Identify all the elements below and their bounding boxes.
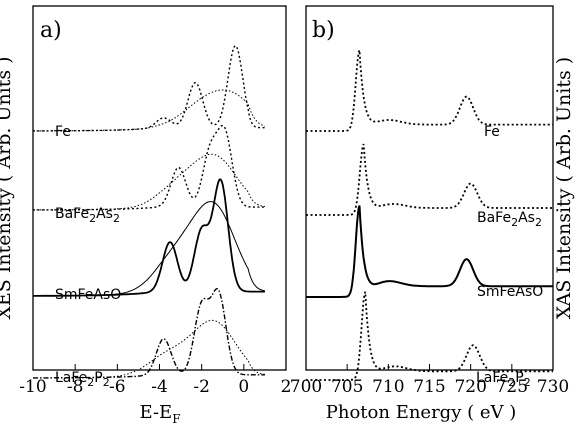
panel-b-label-part: P (515, 370, 523, 386)
xes-calculated-2 (33, 201, 265, 297)
panel-b-ylabel: XAS Intensity ( Arb. Units ) (553, 57, 575, 319)
panel-a-tick-label: -2 (193, 377, 210, 397)
panel-b-series-label: Fe (484, 124, 500, 140)
panel-a-label-part: BaFe (55, 206, 89, 222)
panel-a-label-part: 2 (113, 212, 120, 225)
xes-measured-1 (33, 124, 265, 211)
panel-a-tick-label: 0 (238, 377, 249, 397)
panel-a-tick-label: -8 (67, 377, 84, 397)
panel-a: a) XES Intensity ( Arb. Units ) E-EF -10… (0, 5, 291, 426)
panel-a-series-label: LaFe2P2 (55, 370, 110, 389)
panel-b-label-part: As (518, 210, 535, 226)
panel-a-ylabel: XES Intensity ( Arb. Units ) (0, 56, 15, 319)
xas-spectrum-0 (306, 49, 553, 132)
panel-b-frame (305, 5, 554, 371)
panel-a-label-part: 2 (103, 376, 110, 389)
panel-b-label-part: LaFe (476, 370, 508, 386)
xes-calculated-1 (33, 153, 265, 211)
panel-a-frame (32, 5, 287, 371)
xes-calculated-3 (33, 319, 265, 379)
panel-a-xlabel-main: E-E (139, 402, 172, 423)
panel-b-label-part: 2 (511, 216, 518, 229)
panel-b-tick-label: 710 (372, 377, 404, 397)
panel-a-label-part: 2 (89, 212, 96, 225)
panel-b-series-label: SmFeAsO (477, 284, 543, 300)
panel-a-curves (33, 44, 266, 379)
panel-a-label-part: SmFeAsO (55, 287, 121, 303)
panel-b-series-label: LaFe2P2 (476, 370, 531, 389)
panel-a-label-part: P (94, 370, 102, 386)
panel-b: b) XAS Intensity ( Arb. Units ) Photon E… (290, 5, 575, 423)
panel-b-label-part: SmFeAsO (477, 284, 543, 300)
panel-a-label-part: LaFe (55, 370, 87, 386)
panel-b-tick-label: 700 (290, 377, 322, 397)
panel-b-tick-label: 720 (454, 377, 486, 397)
panel-a-tick-label: -6 (109, 377, 126, 397)
xes-calculated-0 (33, 89, 266, 132)
panel-a-ticks: -10 -8 -6 -4 -2 0 2 (19, 364, 291, 397)
panel-a-label-part: 2 (87, 376, 94, 389)
panel-a-label: a) (40, 18, 62, 43)
panel-a-series-label: BaFe2As2 (55, 206, 120, 225)
panel-b-label: b) (312, 18, 335, 43)
panel-a-series-label: Fe (55, 124, 71, 140)
panel-a-tick-label: -10 (19, 377, 46, 397)
panel-a-label-part: Fe (55, 124, 71, 140)
panel-b-ticks: 700 705 710 715 720 725 730 (290, 364, 569, 397)
panel-b-tick-label: 715 (413, 377, 445, 397)
panel-b-series-label: BaFe2As2 (477, 210, 542, 229)
xas-spectrum-1 (306, 143, 553, 216)
xes-measured-0 (33, 44, 265, 132)
panel-a-label-part: As (96, 206, 113, 222)
panel-b-label-part: 2 (535, 216, 542, 229)
panel-a-tick-label: 2 (281, 377, 292, 397)
panel-b-label-part: Fe (484, 124, 500, 140)
panel-b-label-part: BaFe (477, 210, 511, 226)
panel-a-series-label: SmFeAsO (55, 287, 121, 303)
panel-b-xlabel: Photon Energy ( eV ) (326, 402, 516, 423)
panel-b-tick-label: 725 (496, 377, 528, 397)
xas-spectrum-3 (306, 291, 553, 381)
panel-b-label-part: 2 (524, 376, 531, 389)
panel-a-xlabel-sub: F (172, 412, 180, 426)
panel-a-xlabel: E-EF (139, 402, 180, 426)
panel-b-tick-label: 705 (331, 377, 363, 397)
panel-b-label-part: 2 (508, 376, 515, 389)
panel-b-tick-label: 730 (537, 377, 569, 397)
xas-spectrum-2 (306, 205, 553, 298)
panel-b-curves (306, 49, 553, 381)
panel-a-tick-label: -4 (151, 377, 168, 397)
